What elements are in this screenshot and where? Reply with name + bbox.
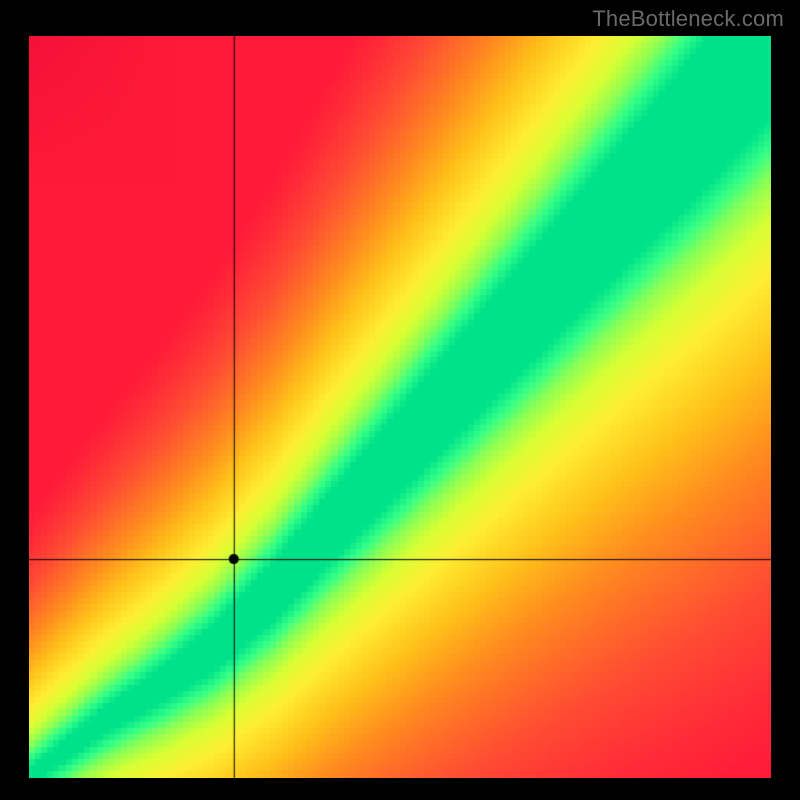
chart-container: TheBottleneck.com	[0, 0, 800, 800]
bottleneck-heatmap	[29, 36, 771, 778]
watermark-text: TheBottleneck.com	[592, 6, 784, 32]
